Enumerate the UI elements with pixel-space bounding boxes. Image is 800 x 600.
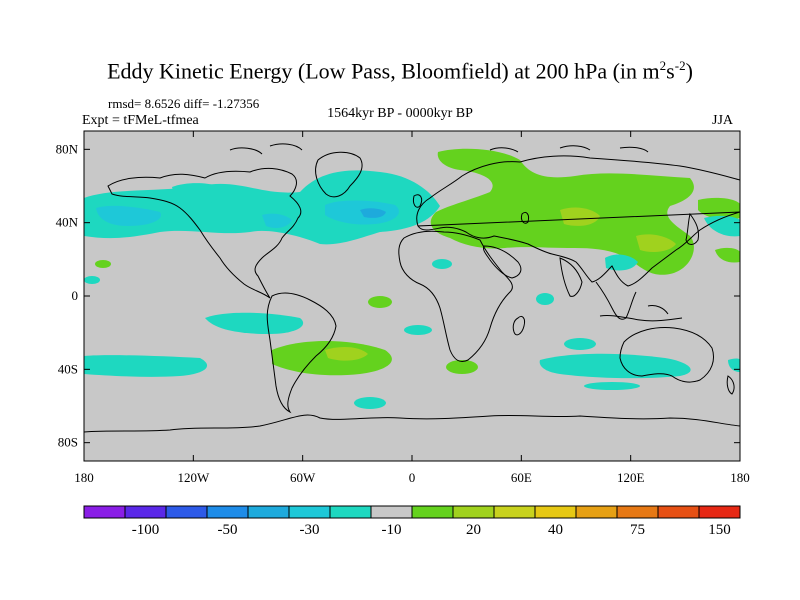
coastline-indonesia: [599, 305, 683, 322]
coastline-new-zealand: [726, 375, 735, 395]
lat-tick-label: 80S: [58, 435, 78, 450]
colorbar-label: -100: [132, 522, 160, 538]
colorbar-swatch: [657, 505, 700, 519]
anomaly-east-pacific-green: [715, 247, 740, 263]
coastline-arabia: [483, 245, 522, 279]
coastline-africa: [398, 230, 513, 363]
anomaly-patch-10: [354, 397, 386, 409]
coastline-caspian: [521, 211, 529, 224]
stats-label: rmsd= 8.6526 diff= -1.27356: [108, 96, 260, 111]
colorbar-swatch: [698, 505, 741, 519]
lon-tick-label: 180: [74, 470, 94, 485]
longitude-axis: 180 120W 60W 0 60E 120E 180: [74, 131, 750, 485]
colorbar-swatch: [534, 505, 577, 519]
lon-tick-label: 180: [730, 470, 750, 485]
anomaly-north-pacific-east: [698, 197, 740, 220]
coastline-australia: [619, 327, 714, 383]
colorbar-swatch: [247, 505, 290, 519]
colorbar-swatch: [288, 505, 331, 519]
lon-tick-label: 60E: [511, 470, 532, 485]
colorbar-swatch: [329, 505, 372, 519]
colorbar-swatch: [83, 505, 126, 519]
anomaly-pacific-core: [96, 205, 161, 226]
latitude-axis: 80N 40N 0 40S 80S: [56, 141, 740, 450]
lat-tick-label: 40S: [58, 361, 78, 376]
coastline-japan: [685, 212, 699, 245]
coastline-greenland: [315, 151, 363, 198]
anomaly-field: [84, 148, 740, 409]
lat-tick-label: 40N: [56, 215, 79, 230]
colorbar-swatch: [165, 505, 208, 519]
colorbar-label: 20: [466, 522, 481, 538]
anomaly-patch-6: [564, 338, 596, 350]
colorbar-swatch: [206, 505, 249, 519]
coastline-eurasia: [416, 155, 740, 287]
colorbar-swatch: [493, 505, 536, 519]
coastline-madagascar: [512, 315, 525, 336]
anomaly-north-pacific: [172, 183, 221, 205]
coastline-arctic-islands: [229, 143, 649, 155]
lon-tick-label: 120W: [177, 470, 210, 485]
anomaly-patch-2: [432, 259, 452, 269]
anomaly-south-pacific-band: [84, 355, 208, 377]
colorbar: -100 -50 -30 -10 20 40 75 150: [83, 505, 741, 538]
colorbar-label: 150: [708, 522, 731, 538]
colorbar-label: 75: [630, 522, 645, 538]
colorbar-swatch: [616, 505, 659, 519]
colorbar-swatch: [124, 505, 167, 519]
lat-tick-label: 0: [72, 288, 79, 303]
anomaly-south-atlantic-core: [325, 346, 368, 361]
colorbar-label: -50: [218, 522, 238, 538]
colorbar-swatch: [575, 505, 618, 519]
anomaly-patch-5: [404, 325, 432, 335]
anomaly-patch-8: [446, 360, 478, 374]
lon-tick-label: 60W: [290, 470, 316, 485]
coastline-south-america: [266, 292, 337, 414]
anomaly-patch-4: [536, 293, 554, 305]
period-label: 1564kyr BP - 0000kyr BP: [327, 106, 473, 121]
colorbar-label: -10: [382, 522, 402, 538]
colorbar-label: -30: [300, 522, 320, 538]
anomaly-patch-1: [95, 260, 111, 268]
anomaly-patch-9: [584, 382, 640, 390]
colorbar-swatch: [370, 505, 413, 519]
experiment-label: Expt = tFMeL-tfmea: [82, 113, 199, 128]
anomaly-central-asia-core: [560, 207, 600, 226]
colorbar-swatch: [452, 505, 495, 519]
coastlines: [84, 143, 740, 433]
anomaly-northwest-atlantic: [262, 213, 292, 228]
anomaly-southern-ocean-band: [539, 353, 691, 379]
anomaly-india: [605, 254, 638, 271]
colorbar-swatch: [411, 505, 454, 519]
season-label: JJA: [712, 113, 734, 128]
coastline-antarctica: [84, 414, 740, 433]
anomaly-patch-3: [368, 296, 392, 308]
anomaly-south-pacific-east: [728, 358, 740, 372]
anomaly-south-pacific-west: [205, 312, 304, 334]
coastline-north-america: [107, 167, 302, 299]
anomaly-northeast-asia: [704, 215, 740, 237]
lat-tick-label: 80N: [56, 141, 79, 156]
lon-tick-label: 0: [409, 470, 416, 485]
coastline-southeast-asia: [595, 281, 637, 320]
plot-title: Eddy Kinetic Energy (Low Pass, Bloomfiel…: [107, 58, 693, 84]
lon-tick-label: 120E: [617, 470, 645, 485]
coastline-india: [559, 257, 583, 297]
coastline-uk: [413, 194, 423, 208]
anomaly-atlantic-deep: [360, 208, 386, 218]
anomaly-patch-7: [84, 276, 100, 284]
colorbar-label: 40: [548, 522, 563, 538]
anomaly-east-asia-core: [636, 234, 676, 252]
